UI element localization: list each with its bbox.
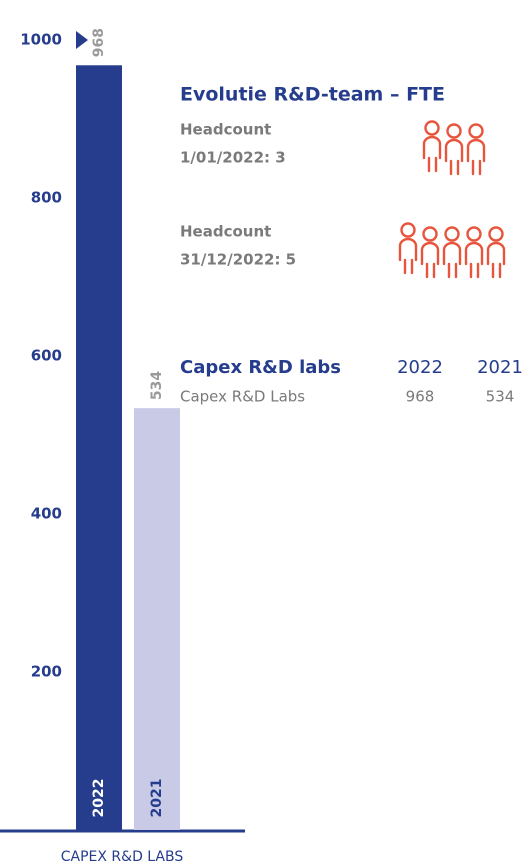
category-label: 2022 bbox=[91, 779, 107, 818]
person-body bbox=[486, 241, 506, 279]
headcount-label: Headcount bbox=[180, 223, 271, 241]
person-body bbox=[398, 237, 418, 275]
person-body bbox=[442, 241, 462, 279]
y-tick-label: 400 bbox=[31, 505, 62, 523]
y-tick-label: 200 bbox=[31, 663, 62, 681]
people-icons bbox=[398, 120, 506, 279]
bar bbox=[76, 65, 122, 830]
person-head bbox=[400, 222, 416, 238]
y-tick-label: 800 bbox=[31, 189, 62, 207]
headcount-value: 31/12/2022: 5 bbox=[180, 251, 296, 269]
bar bbox=[134, 408, 180, 830]
headcount-value: 1/01/2022: 3 bbox=[180, 149, 286, 167]
y-tick-label: 1000 bbox=[20, 31, 62, 49]
category-label: 2021 bbox=[149, 779, 165, 818]
person-head bbox=[446, 123, 462, 139]
person-head bbox=[468, 123, 484, 139]
person-body bbox=[422, 135, 442, 173]
x-axis-label: CAPEX R&D LABS bbox=[61, 849, 184, 865]
y-tick-label: 600 bbox=[31, 347, 62, 365]
person-head bbox=[488, 226, 504, 242]
value-label: 534 bbox=[149, 371, 165, 400]
person-body bbox=[466, 138, 486, 176]
tick-mark bbox=[76, 663, 88, 681]
value-label: 968 bbox=[91, 28, 107, 57]
table-header: 2021 bbox=[477, 357, 523, 378]
tick-mark bbox=[76, 189, 88, 207]
tick-mark bbox=[76, 31, 88, 49]
table-header: 2022 bbox=[397, 357, 443, 378]
person-body bbox=[444, 138, 464, 176]
table-cell: Capex R&D Labs bbox=[180, 388, 305, 406]
panel-title: Evolutie R&D-team – FTE bbox=[180, 84, 445, 106]
tick-mark bbox=[76, 505, 88, 523]
table-cell: 968 bbox=[406, 388, 435, 406]
table-cell: 534 bbox=[486, 388, 515, 406]
person-body bbox=[420, 241, 440, 279]
tick-mark bbox=[76, 347, 88, 365]
person-head bbox=[444, 226, 460, 242]
person-head bbox=[466, 226, 482, 242]
person-body bbox=[464, 241, 484, 279]
person-head bbox=[424, 120, 440, 136]
table-header: Capex R&D labs bbox=[180, 357, 341, 378]
person-head bbox=[422, 226, 438, 242]
headcount-label: Headcount bbox=[180, 121, 271, 139]
